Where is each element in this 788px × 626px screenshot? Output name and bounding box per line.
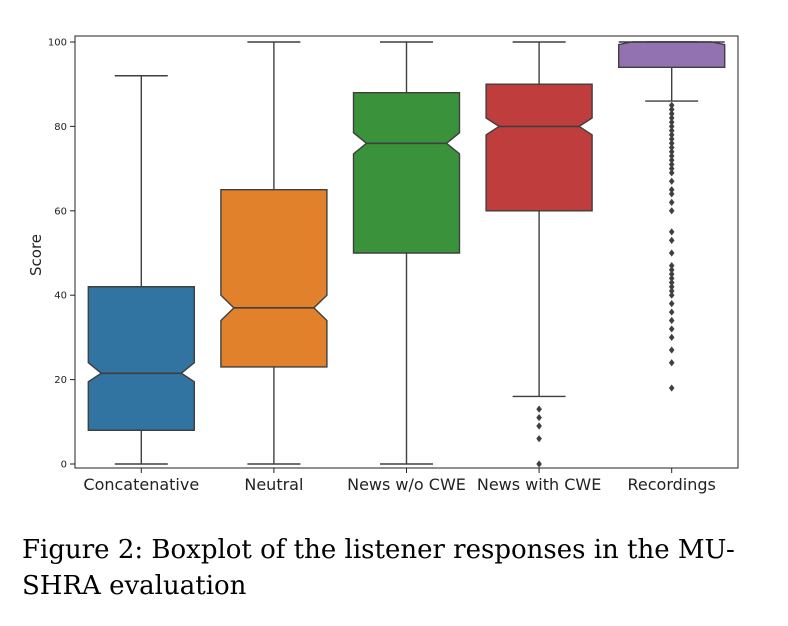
boxplot-chart: 0 20 40 60 80 100 Concatenative Neutral News w/…	[27, 35, 739, 494]
box-body-0	[87, 286, 196, 431]
outlier-3-1	[536, 435, 542, 443]
outlier-4-21	[668, 190, 675, 198]
x-tick-label-3: News with CWE	[477, 475, 601, 494]
x-tick-label-4: Recordings	[628, 475, 716, 494]
outlier-4-12	[668, 274, 675, 282]
outlier-4-26	[668, 160, 675, 168]
outlier-4-17	[668, 236, 675, 244]
outlier-4-30	[668, 143, 675, 152]
box-body-1	[220, 188, 328, 368]
outlier-4-5	[668, 316, 675, 325]
outlier-3-2	[536, 422, 542, 430]
x-tick-label-2: News w/o CWE	[347, 475, 466, 494]
y-tick-label-4: 80	[54, 122, 67, 133]
outlier-4-15	[668, 262, 675, 270]
outlier-4-39	[668, 105, 675, 114]
y-tick-label-5: 100	[48, 38, 67, 49]
box-body-3	[485, 83, 593, 212]
outlier-4-0	[668, 384, 675, 392]
outlier-3-3	[536, 413, 542, 422]
box-body-2	[352, 91, 461, 254]
outlier-4-22	[668, 186, 675, 194]
outlier-4-23	[668, 177, 675, 185]
outlier-4-25	[668, 165, 675, 173]
outlier-4-7	[668, 300, 675, 308]
outlier-4-35	[668, 122, 675, 130]
box-0	[87, 75, 196, 465]
outlier-4-31	[668, 139, 675, 147]
box-4	[618, 41, 726, 392]
outlier-4-8	[668, 291, 675, 299]
y-tick-label-0: 0	[61, 460, 67, 471]
outlier-4-34	[668, 127, 675, 135]
outlier-4-29	[668, 148, 675, 156]
y-tick-label-3: 60	[54, 206, 67, 217]
outlier-4-6	[668, 308, 675, 316]
figure-caption: Figure 2: Boxplot of the listener respon…	[22, 535, 735, 601]
outlier-4-40	[668, 101, 675, 109]
outlier-4-27	[668, 156, 675, 164]
outlier-4-20	[668, 198, 675, 206]
outlier-4-37	[668, 114, 675, 122]
outlier-4-1	[668, 359, 675, 367]
outlier-4-11	[668, 278, 675, 287]
y-axis-title: Score	[27, 234, 45, 276]
outlier-4-36	[668, 118, 675, 126]
box-1	[220, 41, 328, 465]
outlier-4-9	[668, 287, 675, 295]
outlier-4-3	[668, 333, 675, 341]
outlier-4-28	[668, 152, 675, 160]
boxes-group	[87, 41, 726, 468]
outlier-4-38	[668, 110, 675, 118]
outlier-3-0	[536, 460, 542, 468]
box-body-4	[618, 41, 726, 69]
outlier-4-33	[668, 131, 675, 139]
x-tick-label-1: Neutral	[244, 475, 303, 494]
outlier-4-19	[668, 207, 675, 215]
outlier-4-13	[668, 270, 675, 278]
y-tick-label-2: 40	[54, 291, 67, 302]
outlier-4-2	[668, 346, 675, 354]
outlier-4-4	[668, 325, 675, 333]
x-axis-labels: Concatenative Neutral News w/o CWE News wit…	[83, 468, 716, 494]
y-tick-label-1: 20	[54, 375, 67, 386]
outlier-4-24	[668, 169, 675, 177]
outlier-3-4	[536, 405, 542, 413]
y-axis-ticks: 0 20 40 60 80 100	[48, 38, 75, 471]
outlier-4-16	[668, 249, 675, 257]
outlier-4-10	[668, 283, 675, 291]
box-2	[352, 41, 461, 465]
outlier-4-18	[668, 228, 675, 236]
x-tick-label-0: Concatenative	[83, 475, 199, 494]
outlier-4-32	[668, 135, 675, 143]
box-3	[485, 41, 593, 468]
outlier-4-14	[668, 266, 675, 274]
